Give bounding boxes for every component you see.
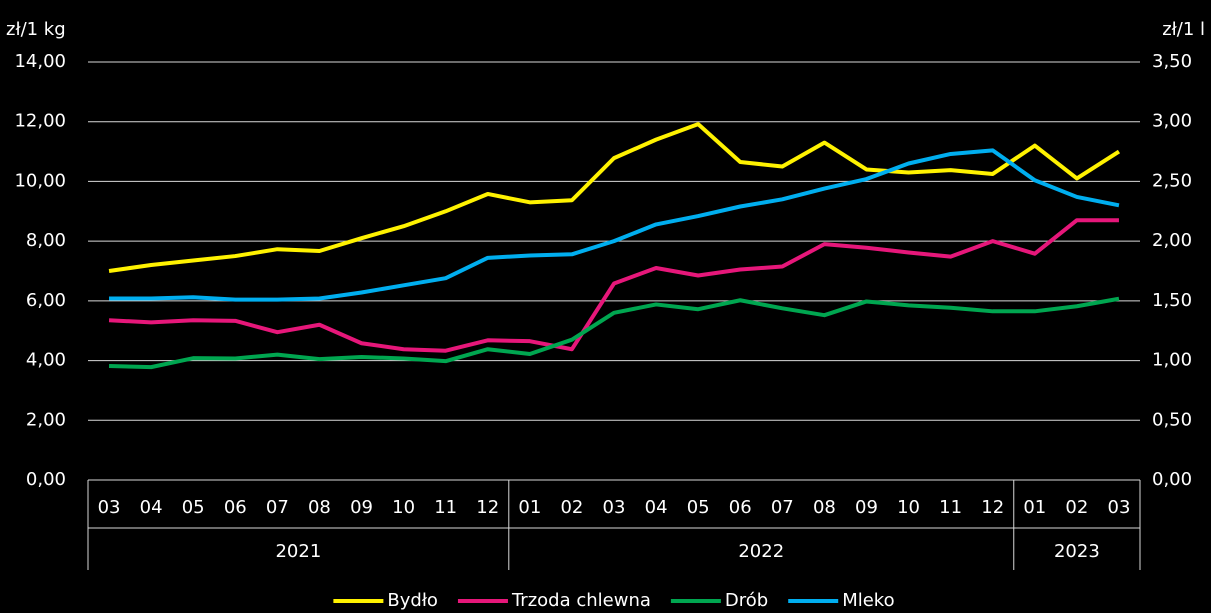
x-tick-label: 04 <box>140 497 163 518</box>
y2-axis-label: zł/1 l <box>1162 19 1205 40</box>
x-tick-label: 09 <box>350 497 373 518</box>
y2-tick-label: 0,50 <box>1152 409 1192 430</box>
x-tick-label: 03 <box>1108 497 1131 518</box>
x-tick-label: 12 <box>476 497 499 518</box>
y2-tick-label: 2,00 <box>1152 230 1192 251</box>
legend-label: Drób <box>725 590 768 611</box>
y-tick-label: 6,00 <box>26 290 66 311</box>
x-tick-label: 10 <box>897 497 920 518</box>
x-tick-label: 02 <box>1065 497 1088 518</box>
x-tick-label: 06 <box>729 497 752 518</box>
x-tick-label: 07 <box>266 497 289 518</box>
x-tick-label: 09 <box>855 497 878 518</box>
year-label: 2023 <box>1054 541 1100 562</box>
y2-tick-label: 1,50 <box>1152 290 1192 311</box>
y-tick-label: 2,00 <box>26 409 66 430</box>
y2-tick-label: 3,50 <box>1152 51 1192 72</box>
x-tick-label: 03 <box>603 497 626 518</box>
x-tick-label: 12 <box>981 497 1004 518</box>
y-tick-label: 12,00 <box>14 111 66 132</box>
x-tick-label: 02 <box>560 497 583 518</box>
y2-tick-label: 3,00 <box>1152 111 1192 132</box>
x-tick-label: 01 <box>1023 497 1046 518</box>
x-tick-label: 05 <box>687 497 710 518</box>
y-tick-label: 14,00 <box>14 51 66 72</box>
x-tick-label: 04 <box>645 497 668 518</box>
x-tick-label: 05 <box>182 497 205 518</box>
y-tick-label: 0,00 <box>26 469 66 490</box>
y2-tick-label: 0,00 <box>1152 469 1192 490</box>
x-tick-label: 03 <box>98 497 121 518</box>
x-tick-label: 10 <box>392 497 415 518</box>
y2-tick-label: 2,50 <box>1152 170 1192 191</box>
y2-tick-label: 1,00 <box>1152 350 1192 371</box>
x-tick-label: 08 <box>813 497 836 518</box>
y-tick-label: 8,00 <box>26 230 66 251</box>
series-line <box>108 296 1120 370</box>
legend-label: Mleko <box>842 590 894 611</box>
year-label: 2022 <box>738 541 784 562</box>
x-tick-label: 11 <box>434 497 457 518</box>
x-tick-label: 01 <box>518 497 541 518</box>
y-tick-label: 4,00 <box>26 350 66 371</box>
series-line <box>108 122 1121 273</box>
legend-label: Trzoda chlewna <box>511 590 651 611</box>
series-line <box>109 148 1120 302</box>
x-tick-label: 08 <box>308 497 331 518</box>
year-label: 2021 <box>275 541 321 562</box>
series-line <box>108 218 1119 353</box>
x-tick-label: 06 <box>224 497 247 518</box>
y-tick-label: 10,00 <box>14 170 66 191</box>
x-tick-label: 11 <box>939 497 962 518</box>
legend-label: Bydło <box>387 590 438 611</box>
y-axis-label: zł/1 kg <box>6 19 66 40</box>
x-tick-label: 07 <box>771 497 794 518</box>
